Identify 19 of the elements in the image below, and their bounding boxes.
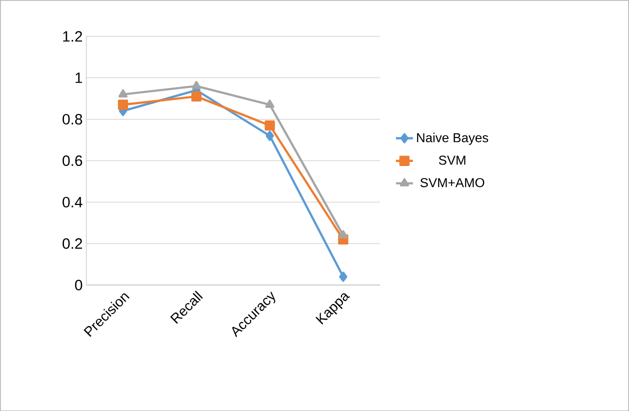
- y-tick-label: 1: [76, 72, 82, 83]
- y-tick-label: 0.4: [62, 196, 82, 208]
- legend-label: SVM+AMO: [420, 178, 484, 188]
- legend-label: Naive Bayes: [417, 132, 488, 145]
- y-tick-label: 0: [75, 280, 82, 290]
- point: [264, 120, 275, 130]
- point: [266, 130, 274, 141]
- legend-label: SVM: [438, 155, 466, 165]
- point: [192, 80, 201, 90]
- point: [339, 272, 348, 282]
- point: [118, 89, 128, 98]
- point: [191, 91, 202, 102]
- point: [338, 230, 348, 238]
- point: [118, 100, 128, 110]
- y-tick-label: 0.6: [62, 155, 82, 166]
- point: [265, 100, 274, 108]
- y-tick-label: 0.2: [62, 238, 82, 249]
- y-tick-label: 1.2: [63, 30, 82, 42]
- y-tick-label: 0.8: [62, 114, 82, 124]
